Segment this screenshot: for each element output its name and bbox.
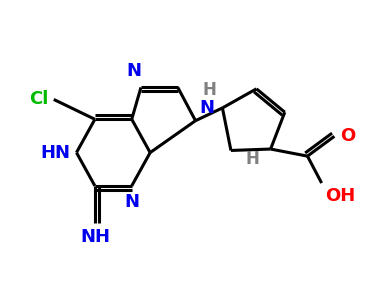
Text: N: N xyxy=(124,193,139,211)
Text: OH: OH xyxy=(325,187,355,205)
Text: H: H xyxy=(246,150,260,168)
Text: NH: NH xyxy=(80,228,110,246)
Text: N: N xyxy=(199,99,214,117)
Text: Cl: Cl xyxy=(30,91,49,109)
Text: H: H xyxy=(203,81,217,100)
Text: N: N xyxy=(126,62,141,80)
Text: HN: HN xyxy=(41,143,71,162)
Text: O: O xyxy=(340,127,355,145)
